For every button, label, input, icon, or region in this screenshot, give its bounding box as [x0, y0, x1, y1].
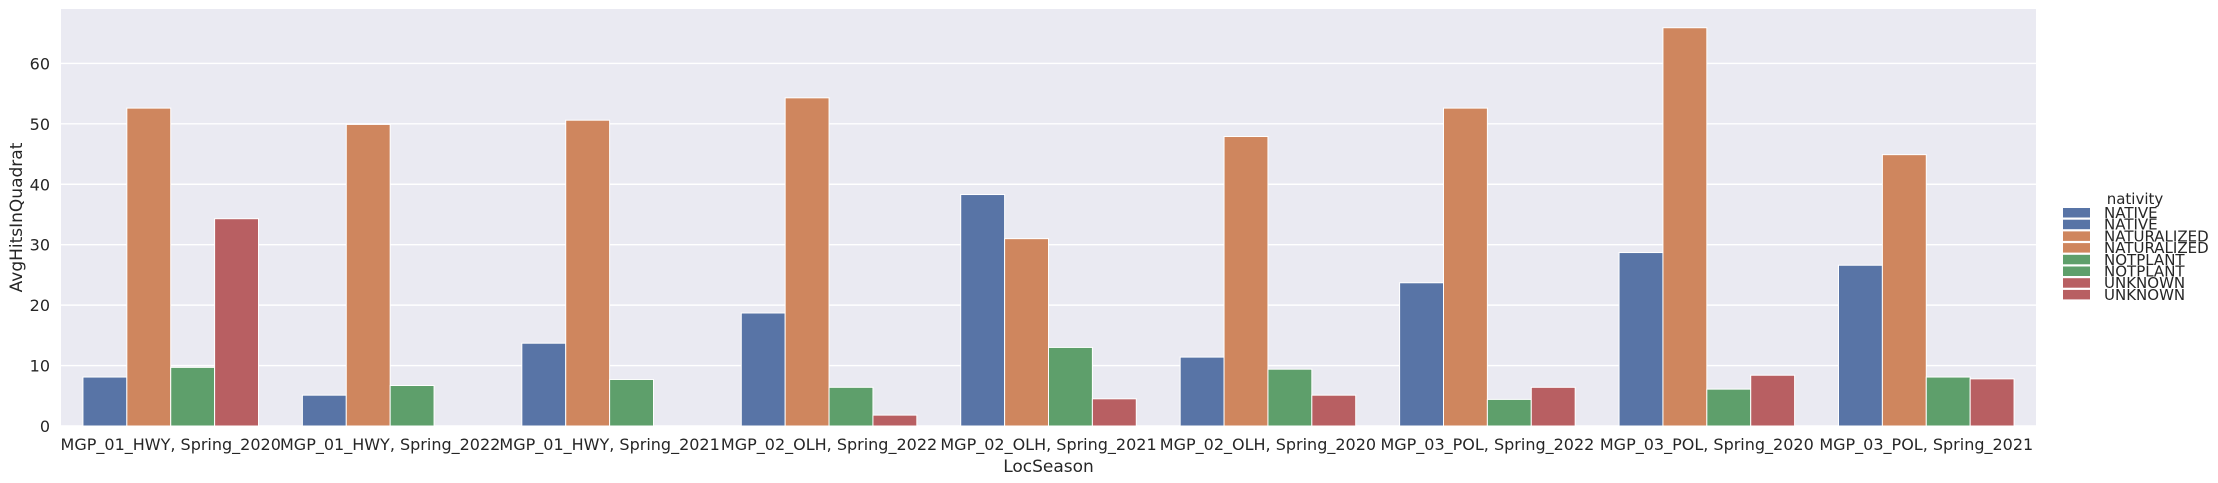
x-axis-label: LocSeason — [1003, 457, 1094, 477]
legend-swatch — [2063, 278, 2090, 288]
x-tick-label: MGP_03_POL, Spring_2021 — [1819, 435, 2033, 455]
bar-native — [82, 376, 128, 427]
bar-unknown — [1091, 398, 1137, 427]
bar-unknown — [1311, 394, 1357, 427]
bar-naturalized — [784, 97, 830, 427]
bar-naturalized — [565, 119, 611, 427]
legend-swatch — [2063, 266, 2090, 276]
legend-label: NOTPLANT — [2104, 251, 2185, 269]
bar-naturalized — [1662, 27, 1708, 427]
y-axis-label: AvgHitsInQuadrat — [7, 142, 27, 292]
bar-native — [740, 312, 786, 427]
legend-swatch — [2063, 243, 2090, 253]
legend-swatch — [2063, 208, 2090, 218]
legend-label: NATURALIZED — [2104, 239, 2209, 257]
y-tick-label: 50 — [30, 115, 50, 134]
x-tick-label: MGP_02_OLH, Spring_2020 — [1160, 435, 1376, 455]
legend-swatch — [2063, 231, 2090, 241]
bar-notplant — [389, 385, 435, 427]
bar-naturalized — [345, 123, 391, 427]
bar-native — [1399, 282, 1444, 427]
bar-unknown — [1969, 378, 2015, 427]
legend-title: nativity — [2107, 190, 2164, 208]
x-tick-label: MGP_03_POL, Spring_2020 — [1600, 435, 1814, 455]
bar-notplant — [1048, 346, 1093, 427]
bar-naturalized — [126, 107, 172, 427]
legend-label: UNKNOWN — [2104, 274, 2185, 292]
y-tick-label: 20 — [30, 296, 50, 315]
bar-naturalized — [1443, 107, 1488, 427]
legend-label: NOTPLANT — [2104, 263, 2185, 281]
bar-native — [1618, 252, 1664, 427]
bar-notplant — [828, 386, 874, 427]
y-tick-label: 60 — [30, 54, 50, 73]
bar-native — [1838, 264, 1883, 427]
bar-naturalized — [1881, 154, 1927, 427]
bar-native — [521, 342, 567, 427]
y-tick-label: 30 — [30, 236, 50, 255]
y-tick-label: 10 — [30, 357, 50, 376]
y-tick-label: 0 — [40, 417, 50, 436]
bar-notplant — [609, 378, 654, 427]
y-tick-label: 40 — [30, 175, 50, 194]
bar-unknown — [872, 414, 918, 427]
bar-naturalized — [1004, 238, 1049, 427]
bar-native — [301, 394, 347, 427]
y-axis-ticks: 0 10 20 30 40 50 60 — [30, 54, 50, 436]
bar-unknown — [1750, 374, 1796, 427]
bar-native — [1179, 356, 1225, 427]
bar-notplant — [1267, 368, 1313, 427]
legend-label: NATURALIZED — [2104, 227, 2209, 245]
x-tick-label: MGP_03_POL, Spring_2022 — [1380, 435, 1594, 455]
x-tick-label: MGP_01_HWY, Spring_2022 — [280, 435, 500, 455]
x-tick-label: MGP_02_OLH, Spring_2021 — [940, 435, 1156, 455]
legend-label: NATIVE — [2104, 204, 2158, 222]
bar-notplant — [1486, 398, 1532, 427]
x-tick-label: MGP_02_OLH, Spring_2022 — [721, 435, 937, 455]
x-tick-label: MGP_01_HWY, Spring_2020 — [61, 435, 281, 455]
bar-naturalized — [1223, 136, 1269, 427]
legend-swatch — [2063, 254, 2090, 265]
legend-label: UNKNOWN — [2104, 286, 2185, 304]
x-tick-label: MGP_01_HWY, Spring_2021 — [499, 435, 719, 455]
bar-notplant — [1925, 376, 1971, 427]
x-axis-ticks: MGP_01_HWY, Spring_2020 MGP_01_HWY, Sprin… — [61, 435, 2034, 455]
legend-swatch — [2063, 219, 2090, 230]
legend: nativity NATIVENATIVENATURALIZEDNATURALI… — [2063, 190, 2209, 304]
bar-notplant — [1706, 388, 1752, 427]
bar-unknown — [214, 218, 260, 427]
legend-swatch — [2063, 289, 2090, 300]
bar-notplant — [170, 366, 216, 427]
bars — [82, 27, 2015, 427]
bar-unknown — [1530, 386, 1576, 427]
legend-label: NATIVE — [2104, 216, 2158, 234]
bar-native — [960, 194, 1006, 427]
